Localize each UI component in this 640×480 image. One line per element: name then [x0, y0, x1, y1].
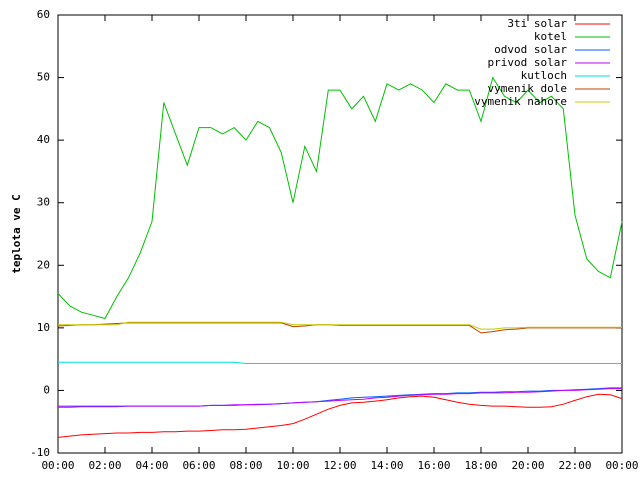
x-tick-label: 16:00	[417, 459, 450, 472]
x-tick-label: 10:00	[276, 459, 309, 472]
series-line	[57, 322, 622, 334]
legend-label: kotel	[534, 30, 567, 43]
series-line	[58, 361, 622, 364]
x-tick-label: 14:00	[370, 459, 403, 472]
legend-label: privod solar	[488, 56, 568, 69]
legend-label: vymenik dole	[488, 82, 567, 95]
series-line	[57, 76, 623, 320]
y-tick-label: 60	[37, 8, 50, 21]
series-line	[58, 321, 622, 330]
y-axis-label: teplota ve C	[10, 194, 23, 273]
legend-label: vymenik nahore	[474, 95, 567, 108]
x-tick-label: 02:00	[88, 459, 121, 472]
series-line	[58, 387, 622, 408]
x-tick-label: 22:00	[558, 459, 591, 472]
y-tick-label: -10	[30, 446, 50, 459]
y-tick-label: 0	[43, 383, 50, 396]
y-tick-label: 20	[37, 258, 50, 271]
legend-label: kutloch	[521, 69, 567, 82]
y-tick-label: 40	[37, 133, 50, 146]
x-tick-label: 00:00	[605, 459, 638, 472]
legend-label: odvod solar	[494, 43, 567, 56]
series-line	[57, 393, 623, 438]
x-tick-label: 08:00	[229, 459, 262, 472]
x-tick-label: 12:00	[323, 459, 356, 472]
x-tick-label: 00:00	[41, 459, 74, 472]
x-tick-label: 04:00	[135, 459, 168, 472]
x-tick-label: 20:00	[511, 459, 544, 472]
x-tick-label: 06:00	[182, 459, 215, 472]
y-tick-label: 30	[37, 196, 50, 209]
series-line	[58, 388, 622, 407]
legend-label: 3ti solar	[507, 17, 567, 30]
x-tick-label: 18:00	[464, 459, 497, 472]
y-tick-label: 50	[37, 71, 50, 84]
y-tick-label: 10	[37, 321, 50, 334]
